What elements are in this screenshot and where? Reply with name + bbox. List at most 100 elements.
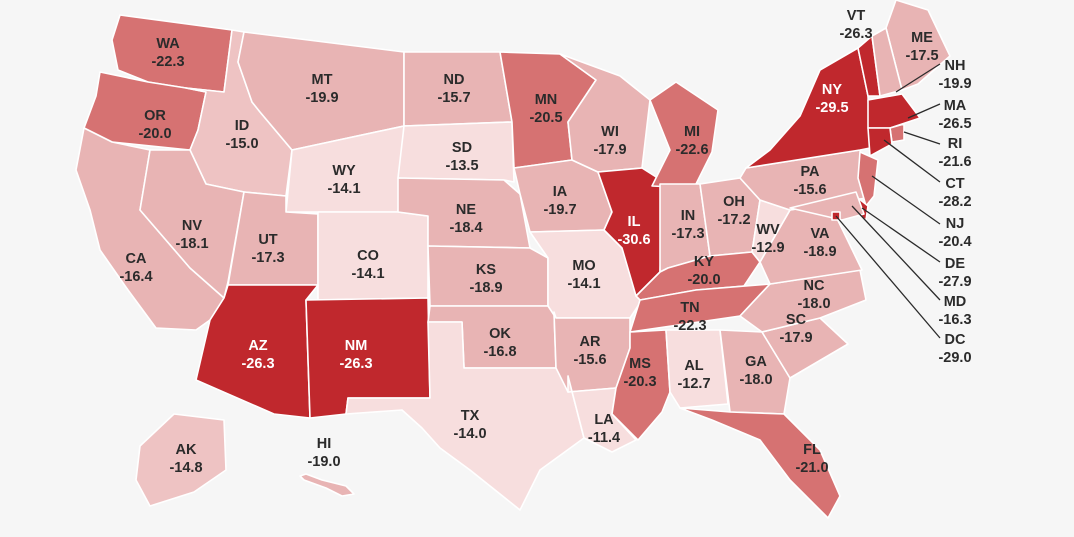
state-abbr-nj: NJ — [946, 216, 965, 232]
state-value-tn: -22.3 — [673, 318, 706, 334]
state-value-ca: -16.4 — [119, 269, 152, 285]
state-abbr-wv: WV — [756, 222, 780, 238]
state-value-tx: -14.0 — [453, 426, 486, 442]
state-abbr-nh: NH — [945, 58, 966, 74]
state-sd — [397, 121, 515, 183]
state-abbr-md: MD — [944, 294, 967, 310]
state-value-ri: -21.6 — [938, 154, 971, 170]
state-value-nd: -15.7 — [437, 90, 470, 106]
state-value-de: -27.9 — [938, 274, 971, 290]
state-value-or: -20.0 — [138, 126, 171, 142]
state-value-nm: -26.3 — [339, 356, 372, 372]
state-abbr-vt: VT — [847, 8, 866, 24]
state-value-in: -17.3 — [671, 226, 704, 242]
state-value-pa: -15.6 — [793, 182, 826, 198]
state-value-va: -18.9 — [803, 244, 836, 260]
state-md — [789, 191, 865, 221]
state-abbr-il: IL — [628, 214, 641, 230]
state-shapes — [75, 0, 951, 519]
state-abbr-mt: MT — [312, 72, 333, 88]
state-value-co: -14.1 — [351, 266, 384, 282]
state-abbr-va: VA — [810, 226, 830, 242]
state-fl — [679, 407, 841, 519]
state-abbr-nc: NC — [804, 278, 825, 294]
state-abbr-az: AZ — [248, 338, 267, 354]
state-abbr-ct: CT — [945, 176, 964, 192]
state-value-la: -11.4 — [588, 430, 620, 446]
state-value-nj: -20.4 — [938, 234, 971, 250]
state-abbr-me: ME — [911, 30, 933, 46]
state-abbr-ks: KS — [476, 262, 496, 278]
state-abbr-dc: DC — [945, 332, 966, 348]
state-value-vt: -26.3 — [839, 26, 872, 42]
state-abbr-ca: CA — [126, 251, 147, 267]
state-abbr-nm: NM — [345, 338, 368, 354]
state-abbr-ar: AR — [580, 334, 601, 350]
state-abbr-de: DE — [945, 256, 965, 272]
state-hi — [299, 473, 355, 497]
state-value-mn: -20.5 — [529, 110, 562, 126]
state-value-ok: -16.8 — [483, 344, 516, 360]
state-value-al: -12.7 — [677, 376, 710, 392]
state-value-ky: -20.0 — [687, 272, 720, 288]
state-value-sd: -13.5 — [445, 158, 478, 174]
leader-line-nh — [895, 63, 941, 93]
state-abbr-ri: RI — [948, 136, 963, 152]
state-abbr-mi: MI — [684, 124, 700, 140]
leader-line-nj — [871, 175, 941, 225]
state-value-ma: -26.5 — [938, 116, 971, 132]
state-value-wv: -12.9 — [751, 240, 784, 256]
state-abbr-ut: UT — [258, 232, 277, 248]
state-abbr-wa: WA — [156, 36, 180, 52]
state-mi — [649, 81, 719, 189]
state-abbr-wi: WI — [601, 124, 619, 140]
state-abbr-ky: KY — [694, 254, 714, 270]
state-value-ny: -29.5 — [815, 100, 848, 116]
state-value-ar: -15.6 — [573, 352, 606, 368]
state-ga — [719, 329, 791, 415]
state-ct — [867, 127, 893, 157]
state-abbr-nv: NV — [182, 218, 202, 234]
state-ma — [867, 93, 921, 129]
state-nh — [871, 27, 903, 97]
state-abbr-al: AL — [684, 358, 703, 374]
state-abbr-ok: OK — [489, 326, 511, 342]
state-value-hi: -19.0 — [307, 454, 340, 470]
state-abbr-ga: GA — [745, 354, 767, 370]
state-abbr-nd: ND — [444, 72, 465, 88]
state-abbr-hi: HI — [317, 436, 332, 452]
state-value-id: -15.0 — [225, 136, 258, 152]
label-leader-lines — [835, 63, 941, 339]
state-value-mo: -14.1 — [567, 276, 600, 292]
state-value-ks: -18.9 — [469, 280, 502, 296]
state-abbr-id: ID — [235, 118, 250, 134]
state-value-az: -26.3 — [241, 356, 274, 372]
state-nd — [403, 51, 513, 127]
state-abbr-or: OR — [144, 108, 166, 124]
state-value-dc: -29.0 — [938, 350, 971, 366]
state-ak — [135, 413, 227, 507]
state-abbr-la: LA — [594, 412, 614, 428]
state-abbr-mn: MN — [535, 92, 558, 108]
state-value-me: -17.5 — [905, 48, 938, 64]
state-value-md: -16.3 — [938, 312, 971, 328]
state-abbr-wy: WY — [332, 163, 356, 179]
state-value-mi: -22.6 — [675, 142, 708, 158]
state-abbr-tx: TX — [461, 408, 480, 424]
state-value-sc: -17.9 — [779, 330, 812, 346]
state-abbr-co: CO — [357, 248, 379, 264]
state-value-ne: -18.4 — [449, 220, 482, 236]
state-abbr-ne: NE — [456, 202, 476, 218]
leader-line-dc — [835, 215, 941, 339]
state-abbr-ia: IA — [553, 184, 568, 200]
state-abbr-sc: SC — [786, 312, 807, 328]
leader-line-md — [851, 205, 941, 301]
state-abbr-oh: OH — [723, 194, 745, 210]
state-value-nh: -19.9 — [938, 76, 971, 92]
state-value-wy: -14.1 — [327, 181, 360, 197]
state-abbr-in: IN — [681, 208, 696, 224]
leader-line-ma — [907, 103, 941, 119]
state-abbr-pa: PA — [800, 164, 820, 180]
state-value-ia: -19.7 — [543, 202, 576, 218]
